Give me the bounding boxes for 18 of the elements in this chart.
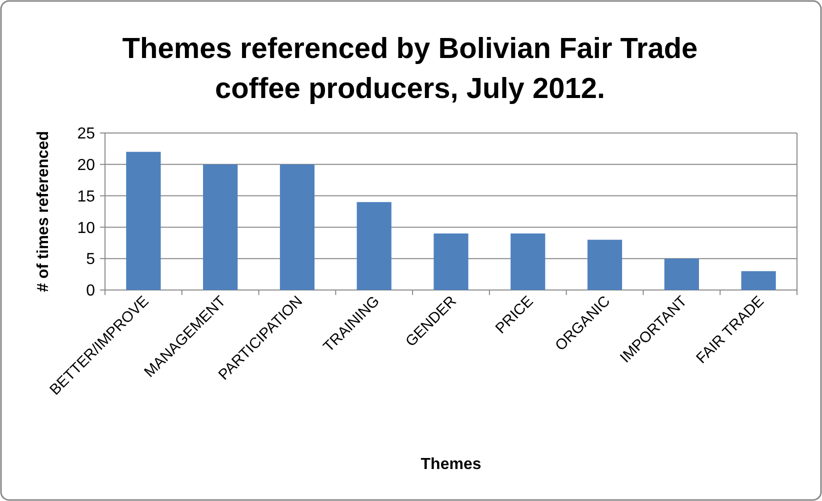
bar	[126, 152, 161, 290]
y-tick-label: 25	[77, 126, 96, 143]
bar	[434, 233, 468, 290]
y-tick-label: 15	[77, 188, 96, 206]
y-tick-label: 5	[86, 251, 96, 268]
bar	[741, 271, 776, 290]
bar	[203, 164, 238, 290]
bar	[280, 164, 315, 290]
y-tick-label: 0	[86, 282, 96, 300]
y-axis-title: # of times referenced	[35, 131, 52, 292]
bar	[664, 258, 699, 290]
bar	[510, 233, 546, 290]
bar	[356, 202, 392, 290]
y-tick-label: 10	[77, 220, 96, 237]
chart-title: Themes referenced by Bolivian Fair Trade coffee producers, July 2012.	[122, 33, 698, 105]
bar	[587, 240, 622, 290]
y-tick-label: 20	[77, 157, 96, 174]
x-axis-title: Themes	[420, 456, 482, 473]
